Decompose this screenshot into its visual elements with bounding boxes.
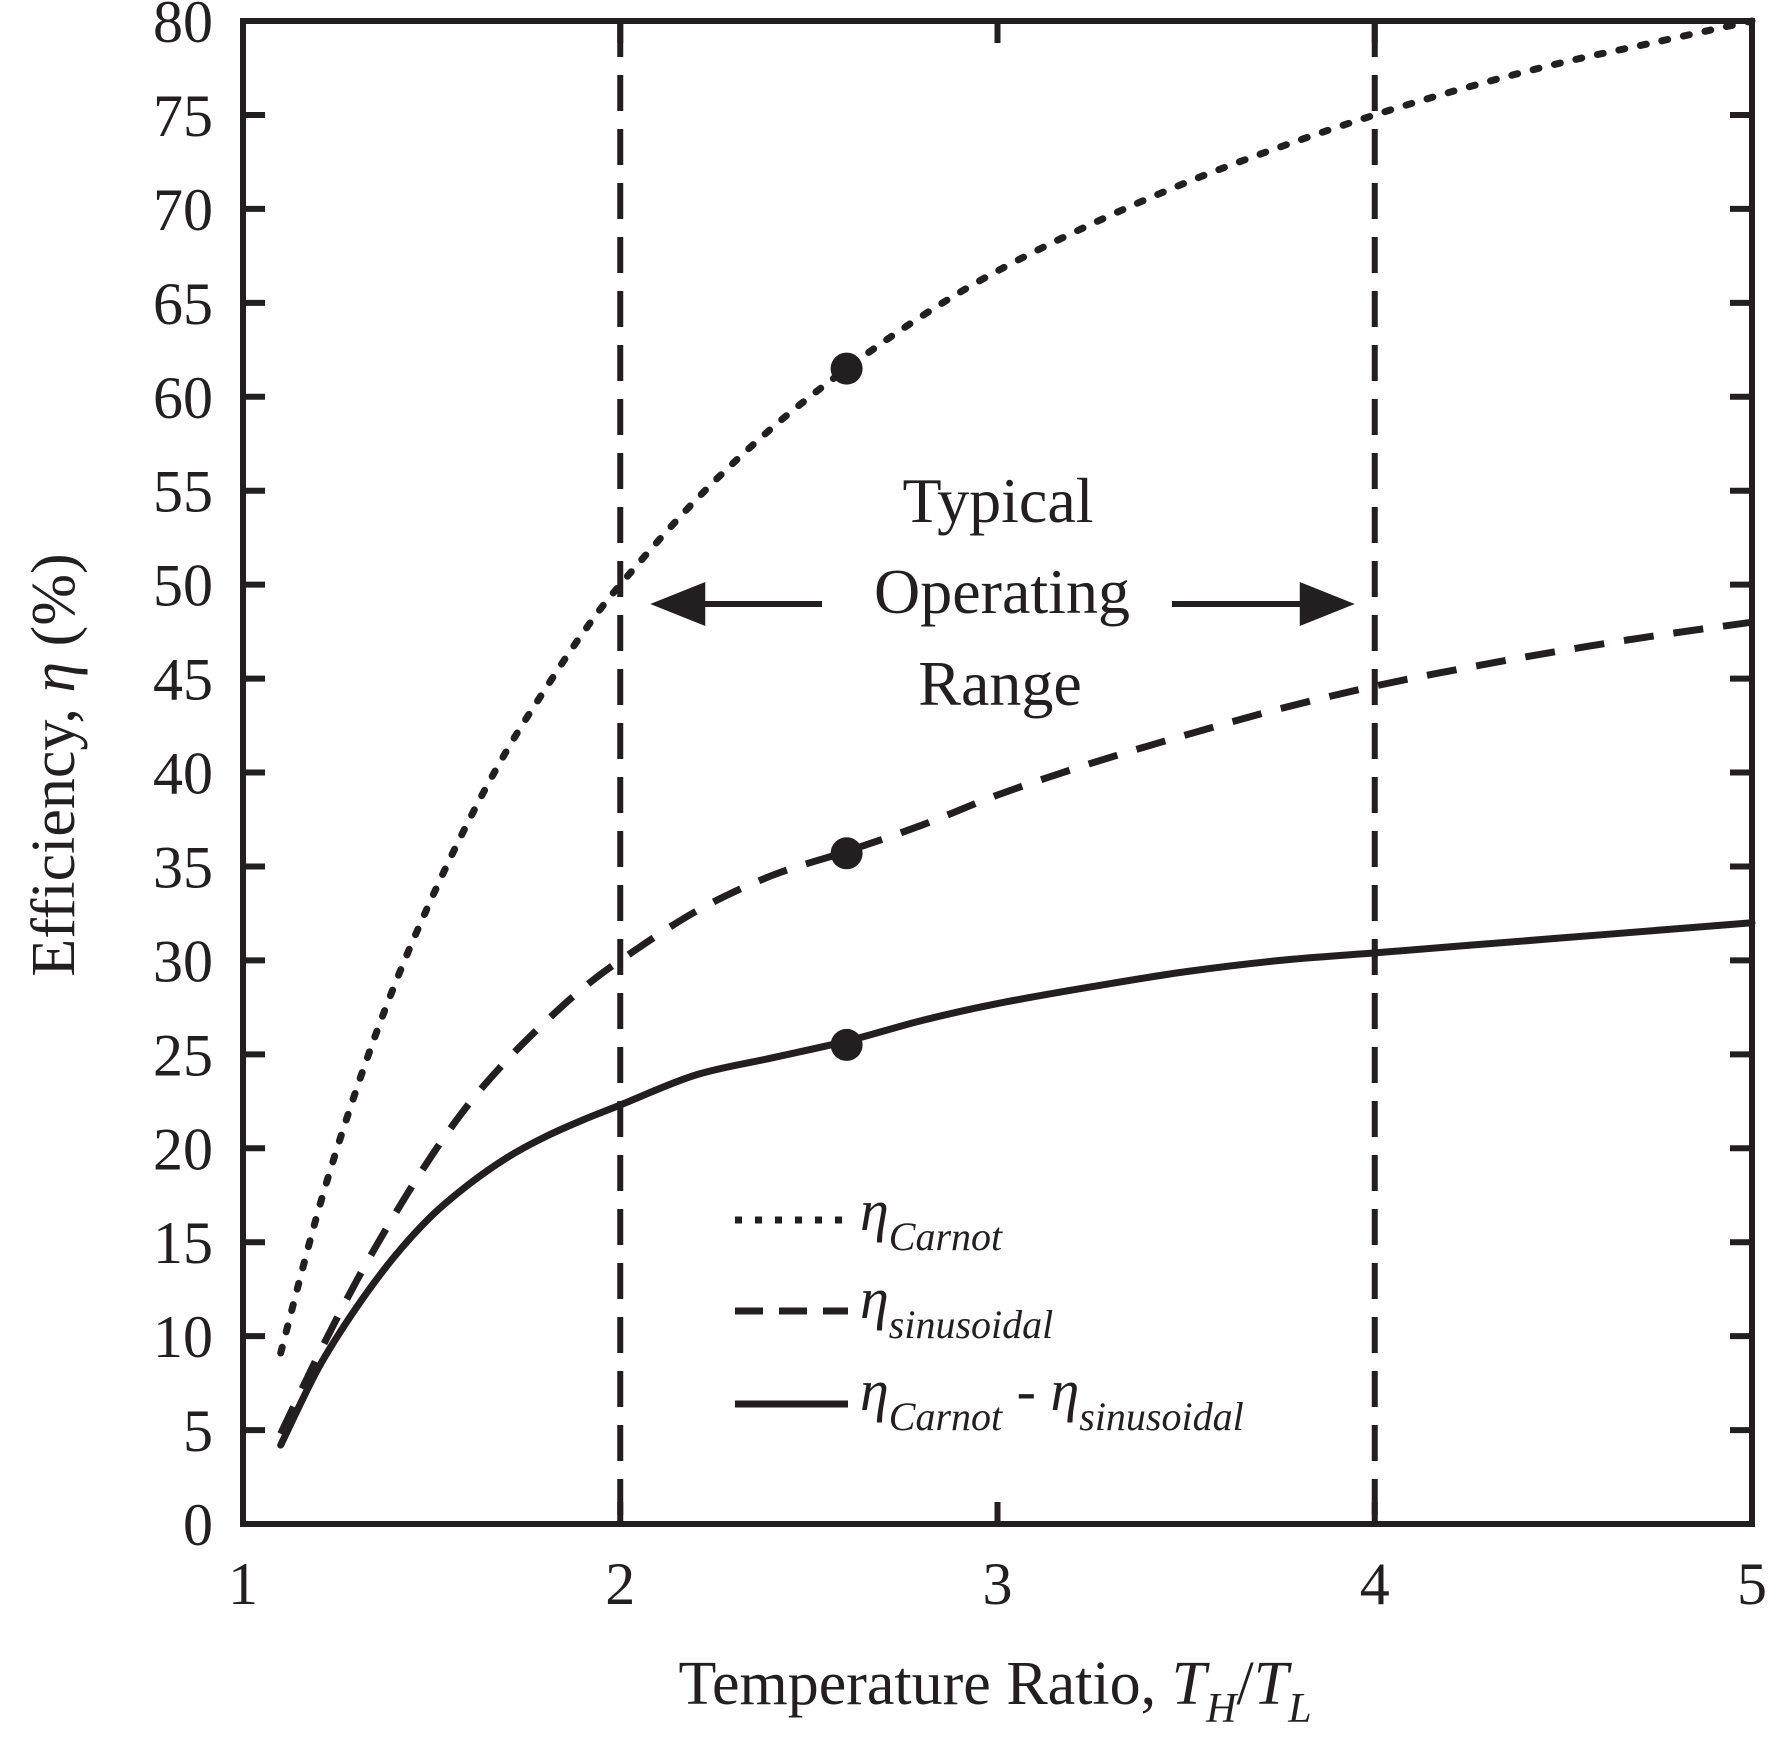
y-tick-label: 35 [153,834,213,900]
y-tick-label: 25 [153,1022,213,1088]
y-tick-label: 45 [153,647,213,713]
x-tick-label: 2 [605,1551,635,1617]
y-tick-label: 30 [153,928,213,994]
y-tick-label: 40 [153,741,213,807]
annotation-line-3: Range [918,648,1082,719]
annotation-line-2: Operating [874,556,1130,627]
series-group [277,17,1756,1449]
x-axis-title: Temperature Ratio, TH/TL [678,1650,1311,1732]
operating-range-annotation: Typical Operating Range [650,465,1355,719]
axis-ticks [240,18,1755,1527]
y-tick-label: 50 [153,553,213,619]
y-tick-label: 75 [153,83,213,149]
y-axis-title: Efficiency, η (%) [20,553,88,976]
y-tick-label: 80 [153,0,213,55]
legend: ηCarnot ηsinusoidal ηCarnot - ηsinusoida… [735,1178,1244,1439]
x-tick-label: 4 [1360,1551,1390,1617]
operating-range-lines [617,21,1378,1524]
annotation-line-1: Typical [903,465,1094,536]
x-tick-label: 3 [983,1551,1013,1617]
arrow-right-icon [1299,582,1355,626]
y-tick-label: 15 [153,1210,213,1276]
legend-entry-carnot: ηCarnot [860,1178,1003,1259]
y-tick-label: 55 [153,459,213,525]
y-tick-label: 5 [183,1398,213,1464]
x-tick-label: 1 [228,1551,258,1617]
series-line-dotted [277,17,1756,1357]
y-tick-label: 65 [153,271,213,337]
series-line-solid [277,919,1756,1449]
x-tick-label: 5 [1737,1551,1767,1617]
arrow-left-icon [650,582,706,626]
legend-entry-sinusoidal: ηsinusoidal [860,1266,1053,1347]
y-tick-label: 70 [153,177,213,243]
y-tick-label: 20 [153,1116,213,1182]
y-tick-label: 0 [183,1492,213,1558]
y-tick-label: 10 [153,1304,213,1370]
series-marker-1 [830,837,863,870]
series-marker-0 [830,352,863,385]
series-marker-2 [830,1028,863,1061]
y-tick-label: 60 [153,365,213,431]
legend-entry-difference: ηCarnot - ηsinusoidal [860,1358,1244,1439]
markers-group [830,352,863,1061]
